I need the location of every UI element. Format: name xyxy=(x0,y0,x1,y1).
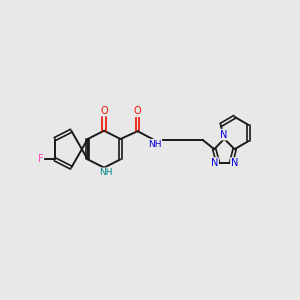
Text: NH: NH xyxy=(148,140,161,148)
Text: N: N xyxy=(231,158,238,168)
Text: N: N xyxy=(220,130,228,140)
Text: NH: NH xyxy=(99,168,112,177)
Text: N: N xyxy=(211,158,218,168)
Text: F: F xyxy=(38,154,43,164)
Text: O: O xyxy=(100,106,108,116)
Text: O: O xyxy=(134,106,141,116)
